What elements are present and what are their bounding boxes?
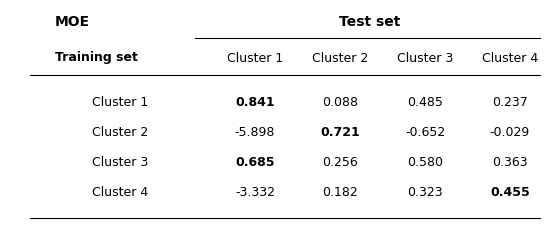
Text: -0.652: -0.652 bbox=[405, 126, 445, 139]
Text: 0.841: 0.841 bbox=[235, 96, 275, 110]
Text: 0.323: 0.323 bbox=[407, 186, 443, 199]
Text: Cluster 2: Cluster 2 bbox=[312, 52, 368, 64]
Text: Training set: Training set bbox=[55, 52, 138, 64]
Text: Cluster 3: Cluster 3 bbox=[397, 52, 453, 64]
Text: 0.182: 0.182 bbox=[322, 186, 358, 199]
Text: Cluster 4: Cluster 4 bbox=[92, 186, 148, 199]
Text: 0.237: 0.237 bbox=[492, 96, 528, 110]
Text: Cluster 2: Cluster 2 bbox=[92, 126, 148, 139]
Text: -5.898: -5.898 bbox=[235, 126, 275, 139]
Text: 0.485: 0.485 bbox=[407, 96, 443, 110]
Text: 0.580: 0.580 bbox=[407, 156, 443, 169]
Text: -3.332: -3.332 bbox=[235, 186, 275, 199]
Text: -0.029: -0.029 bbox=[490, 126, 530, 139]
Text: 0.363: 0.363 bbox=[492, 156, 528, 169]
Text: 0.685: 0.685 bbox=[235, 156, 275, 169]
Text: 0.455: 0.455 bbox=[490, 186, 530, 199]
Text: 0.256: 0.256 bbox=[322, 156, 358, 169]
Text: 0.721: 0.721 bbox=[320, 126, 360, 139]
Text: Cluster 1: Cluster 1 bbox=[92, 96, 148, 110]
Text: 0.088: 0.088 bbox=[322, 96, 358, 110]
Text: Cluster 1: Cluster 1 bbox=[227, 52, 283, 64]
Text: Cluster 4: Cluster 4 bbox=[482, 52, 538, 64]
Text: Test set: Test set bbox=[339, 15, 401, 29]
Text: Cluster 3: Cluster 3 bbox=[92, 156, 148, 169]
Text: MOE: MOE bbox=[55, 15, 90, 29]
